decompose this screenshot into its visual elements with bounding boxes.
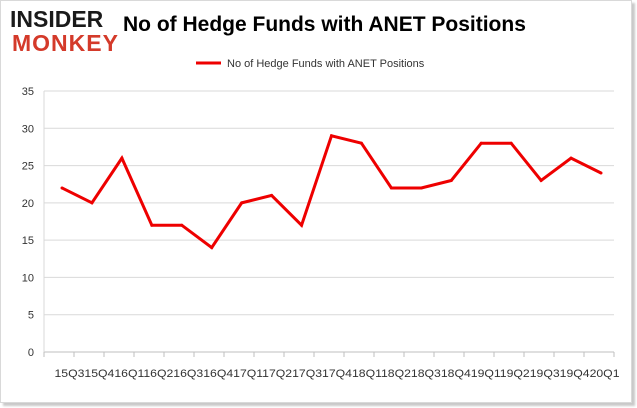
- data-point: [419, 186, 423, 190]
- data-point: [449, 178, 453, 182]
- logo-line2: MONKEY: [12, 30, 119, 56]
- x-tick-labels: 15Q315Q416Q116Q216Q316Q417Q117Q217Q317Q4…: [55, 368, 620, 380]
- y-tick-label: 10: [22, 272, 34, 284]
- data-point: [359, 141, 363, 145]
- data-point: [120, 156, 124, 160]
- data-point: [90, 201, 94, 205]
- y-tick-label: 0: [28, 347, 34, 359]
- data-point: [240, 201, 244, 205]
- y-tick-label: 35: [22, 86, 34, 98]
- data-point: [150, 223, 154, 227]
- data-point: [300, 223, 304, 227]
- legend: No of Hedge Funds with ANET Positions: [196, 58, 425, 70]
- y-tick-label: 25: [22, 161, 34, 173]
- logo-line1: INSIDER: [10, 6, 104, 32]
- data-point: [60, 186, 64, 190]
- data-point: [569, 156, 573, 160]
- insider-monkey-logo: INSIDER MONKEY: [10, 7, 118, 55]
- y-tick-label: 15: [22, 235, 34, 247]
- y-tick-label: 20: [22, 198, 34, 210]
- series-line: [61, 133, 602, 250]
- chart-frame: INSIDER MONKEY No of Hedge Funds with AN…: [0, 0, 632, 403]
- chart-title: No of Hedge Funds with ANET Positions: [123, 13, 526, 36]
- data-point: [210, 246, 214, 250]
- series-layer: [60, 133, 603, 250]
- data-point: [180, 223, 184, 227]
- y-tick-label: 30: [22, 123, 34, 135]
- data-point: [479, 141, 483, 145]
- y-tick-label: 5: [28, 310, 34, 322]
- data-point: [599, 171, 603, 175]
- data-point: [270, 193, 274, 197]
- data-point: [330, 134, 333, 138]
- data-point: [389, 186, 393, 190]
- axes: [43, 91, 615, 357]
- data-point: [509, 141, 513, 145]
- gridlines: [44, 90, 614, 316]
- y-tick-labels: 0 5 10 15 20 25 30 35: [22, 86, 34, 359]
- legend-label: No of Hedge Funds with ANET Positions: [227, 58, 425, 70]
- data-point: [539, 178, 543, 182]
